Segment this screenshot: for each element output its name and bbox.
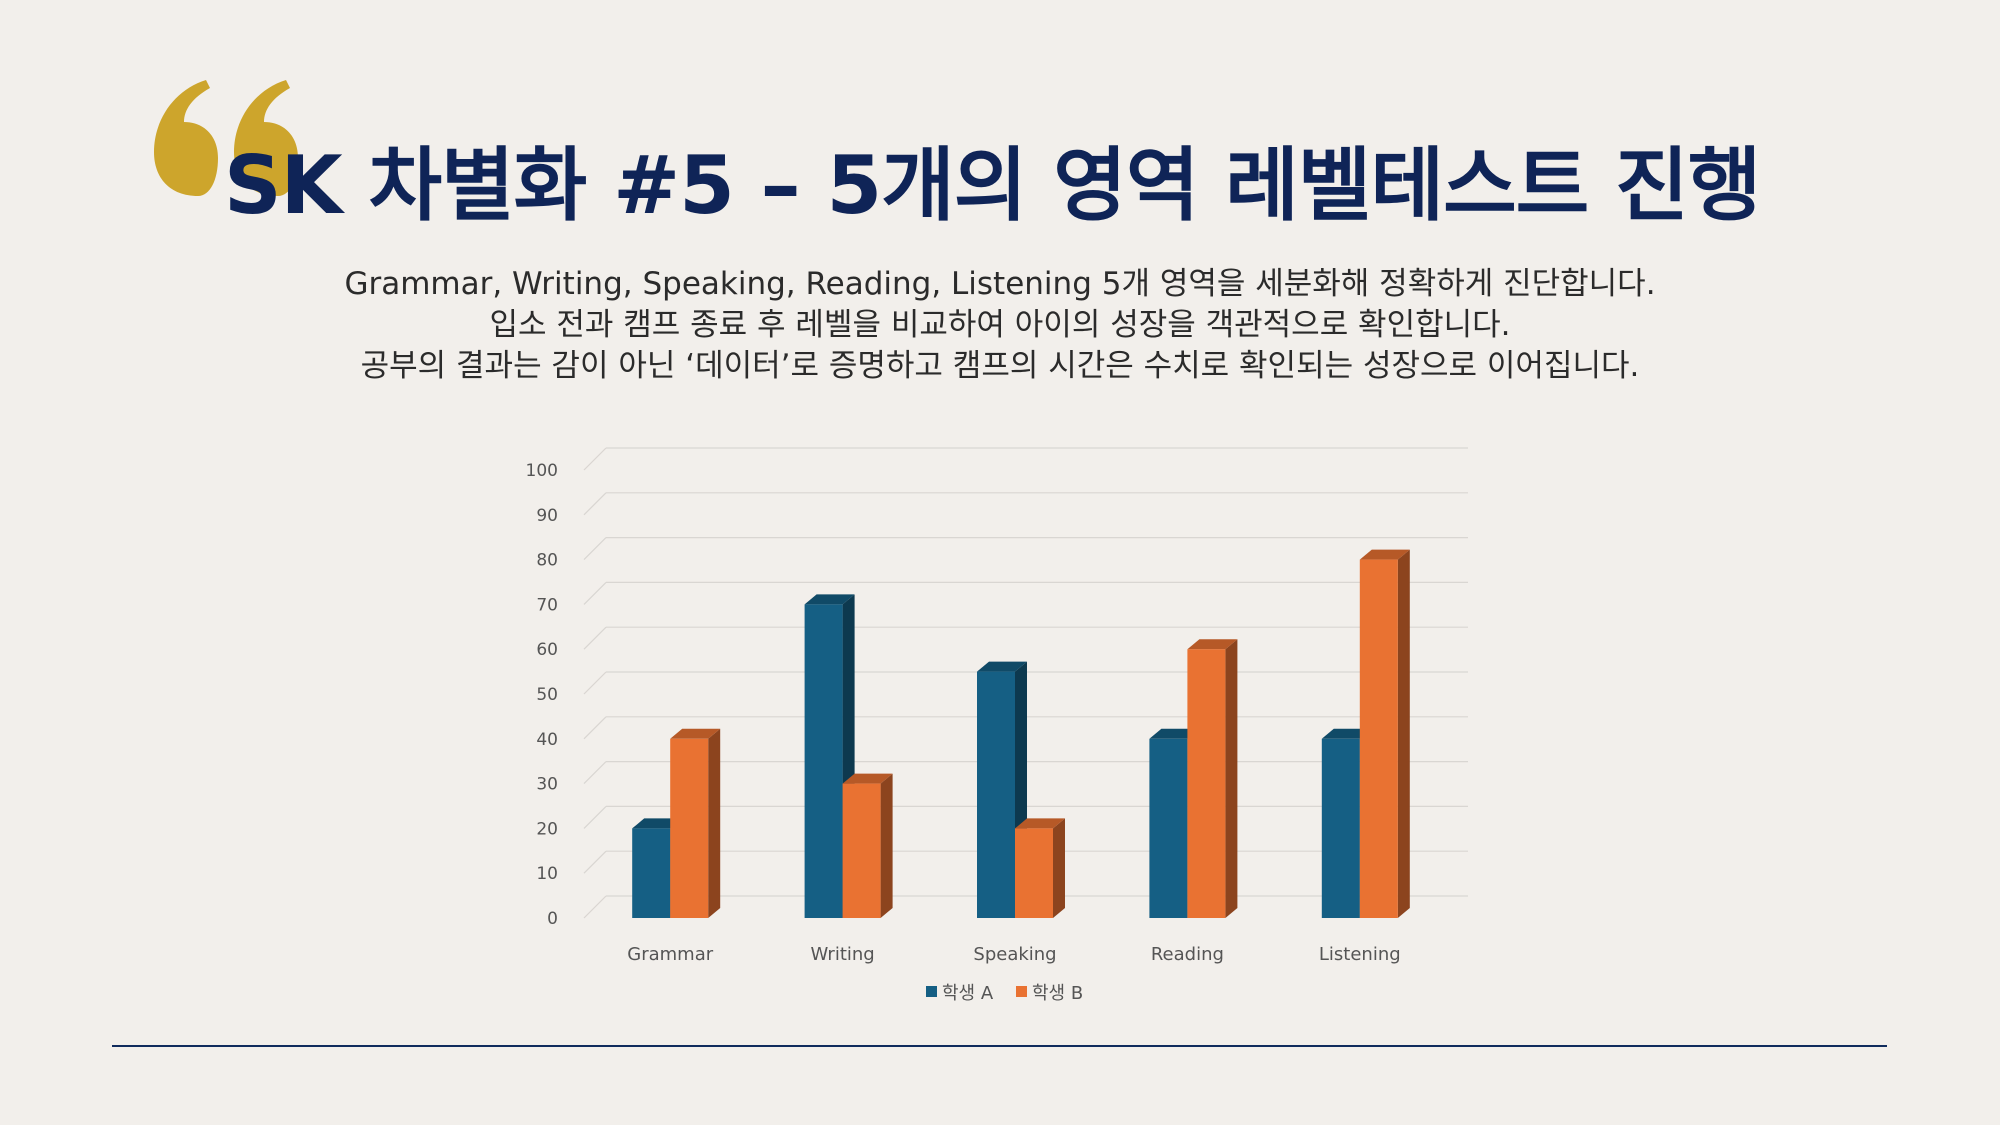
x-tick-label: Reading <box>1151 944 1224 965</box>
bar-front <box>804 604 843 918</box>
y-tick-label: 100 <box>526 461 558 481</box>
legend-label-2: 학생 B <box>1032 983 1083 1004</box>
gridline-depth-9 <box>583 492 607 516</box>
bar-top <box>1149 728 1200 739</box>
bar-listening-series-2 <box>1359 549 1410 918</box>
gridline-depth-10 <box>583 447 607 471</box>
gridline-depth-8 <box>583 537 607 561</box>
y-tick-label: 30 <box>536 775 558 795</box>
y-tick-label: 80 <box>536 551 558 571</box>
gridline-depth-0 <box>583 895 607 919</box>
gridline-depth-5 <box>583 671 607 695</box>
bar-front <box>1321 738 1360 918</box>
bar-front <box>632 828 671 918</box>
bar-front <box>1015 828 1053 918</box>
gridline-depth-3 <box>583 761 607 785</box>
gridline-depth-1 <box>583 850 607 874</box>
page-title: SK 차별화 #5 – 5개의 영역 레벨테스트 진행 <box>224 139 1761 232</box>
bar-side <box>708 728 721 918</box>
bar-front <box>1187 649 1226 918</box>
bottom-divider <box>112 1045 1887 1047</box>
bar-speaking-series-2 <box>1015 818 1065 918</box>
bar-side <box>1225 639 1238 918</box>
description-line-2: 입소 전과 캠프 종료 후 레벨을 비교하여 아이의 성장을 객관적으로 확인합… <box>489 307 1511 343</box>
bar-side <box>1397 549 1410 918</box>
bar-front <box>1149 738 1188 918</box>
bar-side <box>1053 818 1065 918</box>
bar-writing-series-2 <box>842 773 893 918</box>
bar-top <box>670 728 721 739</box>
description: Grammar, Writing, Speaking, Reading, Lis… <box>200 264 1800 387</box>
bar-top <box>804 594 855 605</box>
bar-front <box>842 783 881 918</box>
x-tick-label: Listening <box>1319 944 1401 965</box>
legend-swatch-2 <box>1016 986 1027 997</box>
bar-top <box>1187 639 1238 650</box>
y-tick-label: 20 <box>536 819 558 839</box>
bar-front <box>977 671 1015 918</box>
y-tick-label: 0 <box>547 909 558 929</box>
description-line-3: 공부의 결과는 감이 아닌 ‘데이터’로 증명하고 캠프의 시간은 수치로 확인… <box>360 348 1640 384</box>
bar-top <box>842 773 893 784</box>
bar-grammar-series-2 <box>670 728 721 918</box>
gridline-depth-2 <box>583 805 607 829</box>
gridline-depth-6 <box>583 626 607 650</box>
quote-icon <box>154 80 298 196</box>
bars <box>632 549 1410 918</box>
x-tick-label: Speaking <box>973 944 1056 965</box>
legend-swatch-1 <box>926 986 937 997</box>
x-tick-label: Grammar <box>627 944 713 965</box>
bar-side <box>880 773 893 918</box>
y-tick-label: 90 <box>536 506 558 526</box>
gridline-depth-7 <box>583 581 607 605</box>
bar-reading-series-2 <box>1187 639 1238 918</box>
bar-top <box>977 661 1027 672</box>
description-line-1: Grammar, Writing, Speaking, Reading, Lis… <box>344 266 1656 302</box>
y-tick-label: 50 <box>536 685 558 705</box>
bar-front <box>670 738 709 918</box>
legend-label-1: 학생 A <box>942 983 994 1004</box>
bar-top <box>1321 728 1372 739</box>
gridline-depth-4 <box>583 716 607 740</box>
x-tick-label: Writing <box>810 944 874 965</box>
y-tick-label: 70 <box>536 595 558 615</box>
legend: 학생 A 학생 B <box>926 983 1083 1004</box>
bar-top <box>632 818 683 829</box>
bar-top <box>1359 549 1410 560</box>
y-tick-label: 60 <box>536 640 558 660</box>
y-tick-label: 40 <box>536 730 558 750</box>
bar-top <box>1015 818 1065 829</box>
y-tick-label: 10 <box>536 864 558 884</box>
bar-front <box>1359 559 1398 918</box>
